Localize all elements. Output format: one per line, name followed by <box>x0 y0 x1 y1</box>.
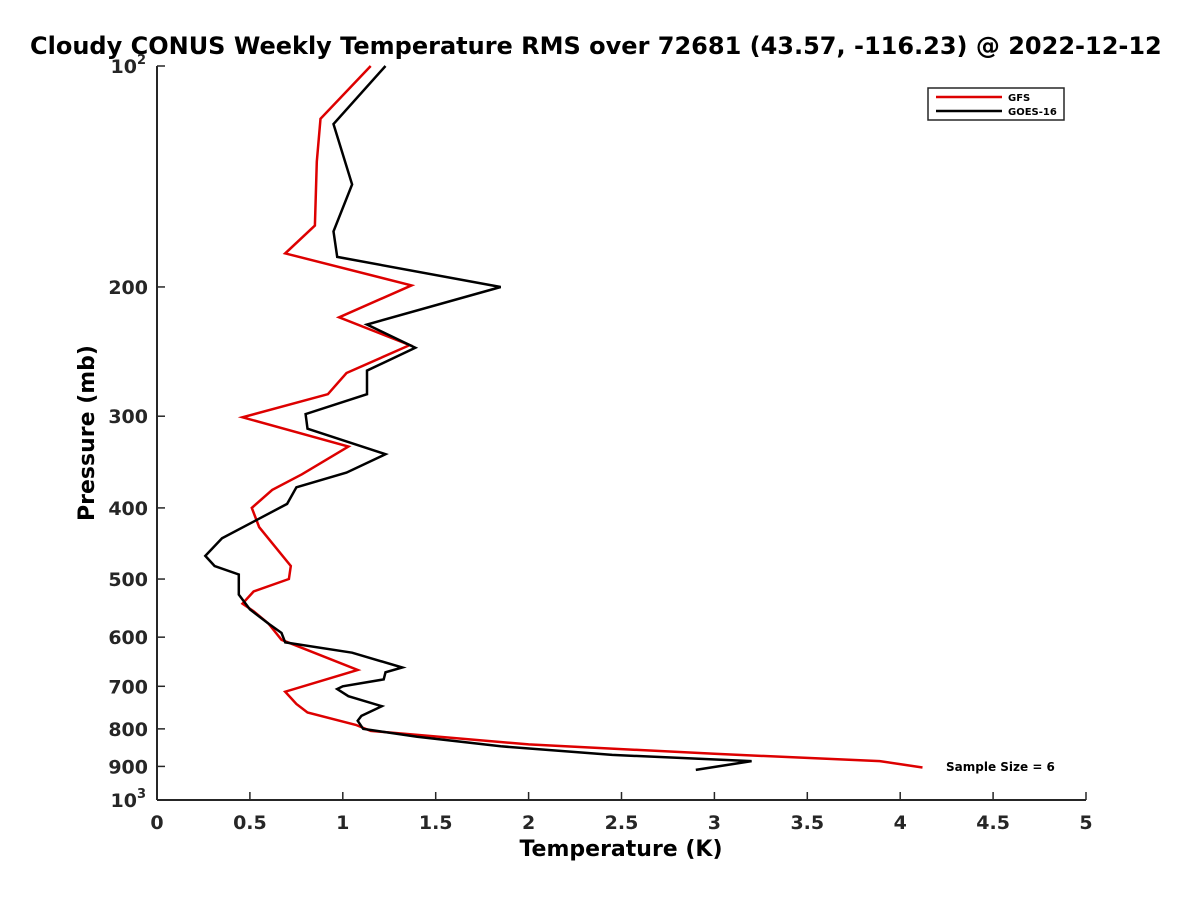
x-tick-label: 4 <box>894 812 907 834</box>
y-tick-label: 10 <box>111 56 137 78</box>
legend-box <box>927 87 1065 121</box>
x-tick-label: 3 <box>708 812 721 834</box>
x-tick-label: 2 <box>522 812 535 834</box>
y-tick-label: 900 <box>108 756 148 778</box>
y-tick-label: 500 <box>108 569 148 591</box>
plot-area <box>203 65 923 772</box>
legend: GFS GOES-16 <box>927 87 1065 121</box>
x-tick-label: 3.5 <box>790 812 824 834</box>
sample-size-annotation: Sample Size = 6 <box>946 760 1055 774</box>
y-tick-label: 10 <box>111 790 137 812</box>
y-tick-label: 800 <box>108 719 148 741</box>
series-line-goes-16 <box>203 65 752 772</box>
y-tick-exponent: 2 <box>137 53 146 68</box>
x-tick-label: 1 <box>336 812 349 834</box>
x-tick-label: 4.5 <box>976 812 1010 834</box>
y-tick-label: 200 <box>108 277 148 299</box>
series-line-gfs <box>237 65 923 769</box>
y-tick-label: 400 <box>108 498 148 520</box>
y-tick-label: 600 <box>108 627 148 649</box>
x-tick-label: 1.5 <box>419 812 453 834</box>
x-axis-label: Temperature (K) <box>519 837 722 862</box>
x-tick-label: 5 <box>1079 812 1092 834</box>
x-tick-label: 0.5 <box>233 812 267 834</box>
y-tick-exponent: 3 <box>137 787 146 802</box>
x-tick-label: 0 <box>150 812 163 834</box>
y-tick-label: 300 <box>108 406 148 428</box>
legend-goes16-label: GOES-16 <box>1008 107 1057 118</box>
x-tick-label: 2.5 <box>605 812 639 834</box>
y-tick-label: 700 <box>108 676 148 698</box>
legend-gfs-label: GFS <box>1008 93 1030 104</box>
y-axis-label: Pressure (mb) <box>75 345 100 521</box>
chart-title: Cloudy CONUS Weekly Temperature RMS over… <box>30 32 1162 60</box>
x-axis-ticks: 0 0.5 1 1.5 2 2.5 3 3.5 4 4.5 5 <box>150 792 1093 834</box>
